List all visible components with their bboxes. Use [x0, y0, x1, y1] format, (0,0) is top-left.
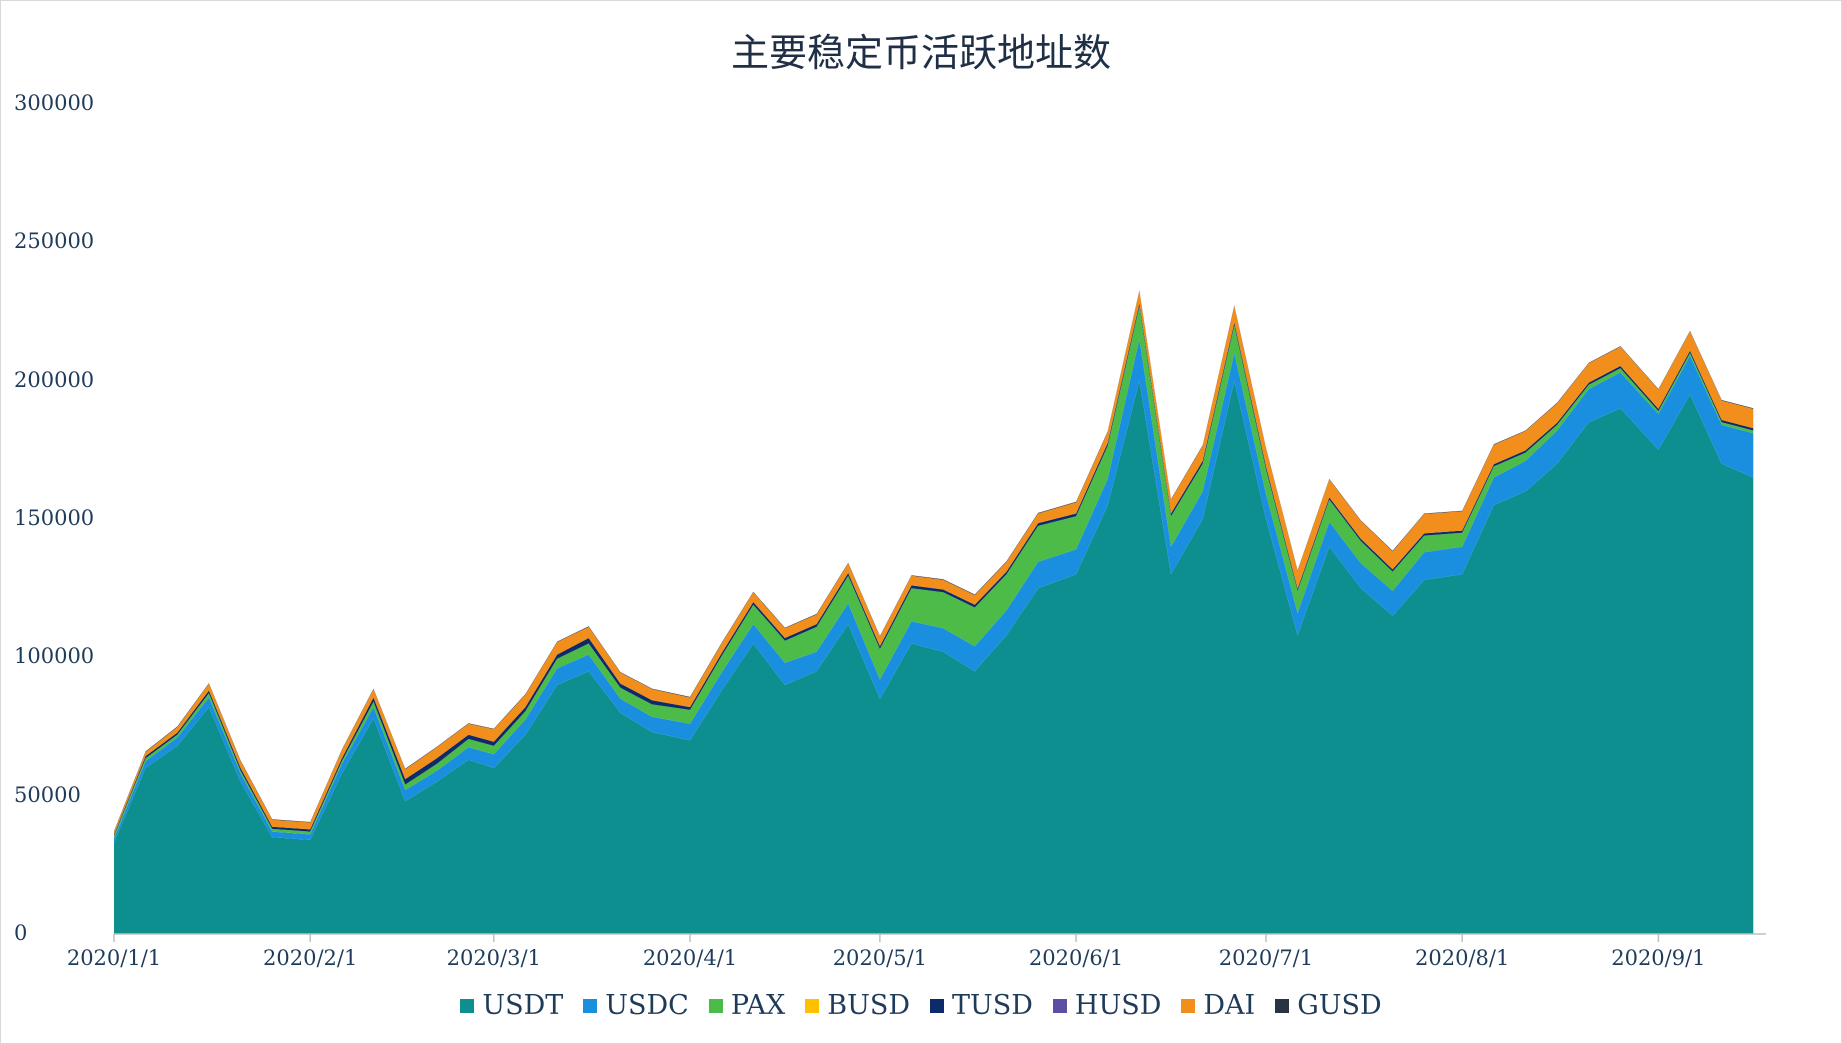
y-tick-label: 50000 [14, 782, 81, 807]
x-tick-label: 2020/4/1 [642, 946, 738, 970]
legend-swatch [708, 998, 723, 1013]
legend-swatch [460, 998, 475, 1013]
x-tick-label: 2020/7/1 [1218, 946, 1314, 970]
x-tick-label: 2020/5/1 [832, 946, 928, 970]
series-area-gusd [114, 290, 1754, 832]
series-area-usdc [114, 339, 1754, 843]
legend-label: BUSD [827, 990, 910, 1021]
legend-item-gusd: GUSD [1275, 990, 1382, 1021]
x-tick-label: 2020/9/1 [1611, 946, 1706, 970]
legend-label: USDT [482, 990, 564, 1021]
y-tick-label: 150000 [14, 506, 95, 530]
legend-label: DAI [1203, 990, 1256, 1021]
y-tick-label: 200000 [14, 367, 95, 392]
legend-item-tusd: TUSD [930, 990, 1033, 1021]
legend-item-usdc: USDC [583, 990, 689, 1021]
x-tick-label: 2020/2/1 [263, 946, 358, 970]
legend-label: GUSD [1297, 990, 1382, 1021]
series-area-dai [114, 290, 1754, 835]
x-tick-label: 2020/3/1 [446, 946, 541, 970]
legend-swatch [930, 998, 944, 1013]
chart-legend: USDT USDC PAX BUSD TUSD HUSD DAI GUSD [0, 990, 1842, 1021]
legend-label: HUSD [1074, 990, 1162, 1021]
chart-title: 主要稳定币活跃地址数 [730, 31, 1111, 75]
legend-swatch [805, 998, 820, 1013]
legend-label: USDC [605, 990, 689, 1021]
legend-item-dai: DAI [1181, 990, 1255, 1021]
legend-item-pax: PAX [708, 990, 786, 1021]
x-tick-label: 2020/6/1 [1028, 946, 1124, 970]
legend-label: PAX [730, 990, 786, 1021]
y-tick-label: 250000 [14, 229, 95, 254]
legend-swatch [1052, 998, 1067, 1013]
legend-item-usdt: USDT [460, 990, 563, 1021]
x-tick-label: 2020/1/1 [66, 946, 162, 970]
legend-swatch [1181, 998, 1196, 1013]
legend-item-husd: HUSD [1052, 990, 1162, 1021]
y-tick-label: 300000 [14, 91, 95, 115]
x-tick-label: 2020/8/1 [1415, 946, 1510, 970]
y-tick-label: 0 [14, 921, 28, 945]
series-area-usdt [114, 380, 1754, 934]
legend-swatch [1275, 998, 1290, 1013]
y-tick-label: 100000 [14, 644, 95, 669]
legend-swatch [583, 998, 598, 1013]
legend-item-busd: BUSD [805, 990, 910, 1021]
legend-label: TUSD [952, 990, 1033, 1021]
